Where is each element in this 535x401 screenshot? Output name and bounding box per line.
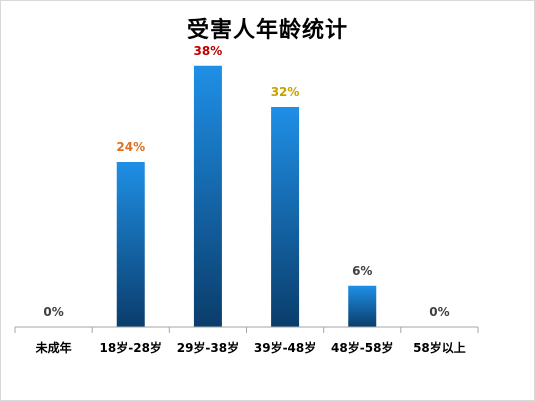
data-label-1: 24% <box>116 140 145 154</box>
bar-2 <box>193 65 222 327</box>
bar-4 <box>348 285 377 327</box>
data-label-5: 0% <box>429 305 449 319</box>
bar-3 <box>271 107 300 327</box>
x-tick-label-5: 58岁以上 <box>413 340 466 355</box>
x-tick-label-2: 29岁-38岁 <box>177 340 239 355</box>
data-label-4: 6% <box>352 264 372 278</box>
x-tick-label-3: 39岁-48岁 <box>254 340 316 355</box>
bars-group <box>116 65 377 327</box>
data-label-3: 32% <box>271 85 300 99</box>
chart-title: 受害人年龄统计 <box>186 17 348 43</box>
data-label-0: 0% <box>43 305 63 319</box>
data-label-2: 38% <box>194 44 223 58</box>
x-axis <box>14 326 479 333</box>
x-tick-label-1: 18岁-28岁 <box>100 340 162 355</box>
x-tick-label-0: 未成年 <box>35 340 72 355</box>
x-tick-label-4: 48岁-58岁 <box>331 340 393 355</box>
bar-1 <box>116 162 145 327</box>
labels-group: 0% 未成年 24% 18岁-28岁 38% 29岁-38岁 32% 39岁-48岁 6% 48岁… <box>35 44 466 355</box>
